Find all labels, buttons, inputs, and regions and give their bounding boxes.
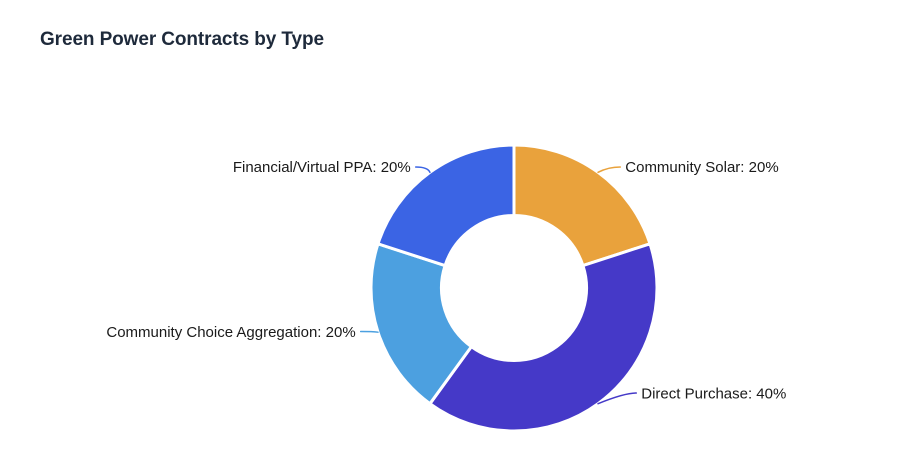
pie-slice-community-solar[interactable]	[512, 143, 652, 268]
label-line-community-choice-aggregation	[359, 330, 379, 333]
slice-label-financial-virtual-ppa: Financial/Virtual PPA: 20%	[233, 159, 411, 176]
label-line-financial-virtual-ppa	[414, 166, 431, 174]
pie-slice-direct-purchase[interactable]	[428, 242, 659, 433]
pie-slice-community-choice-aggregation[interactable]	[369, 242, 473, 406]
slice-label-community-choice-aggregation: Community Choice Aggregation: 20%	[106, 324, 355, 341]
label-line-direct-purchase	[597, 392, 638, 405]
label-line-community-solar	[597, 166, 622, 174]
slice-label-community-solar: Community Solar: 20%	[625, 159, 778, 176]
pie-slice-financial-virtual-ppa[interactable]	[376, 143, 516, 268]
chart-title: Green Power Contracts by Type	[40, 29, 324, 50]
slice-label-direct-purchase: Direct Purchase: 40%	[641, 385, 786, 402]
